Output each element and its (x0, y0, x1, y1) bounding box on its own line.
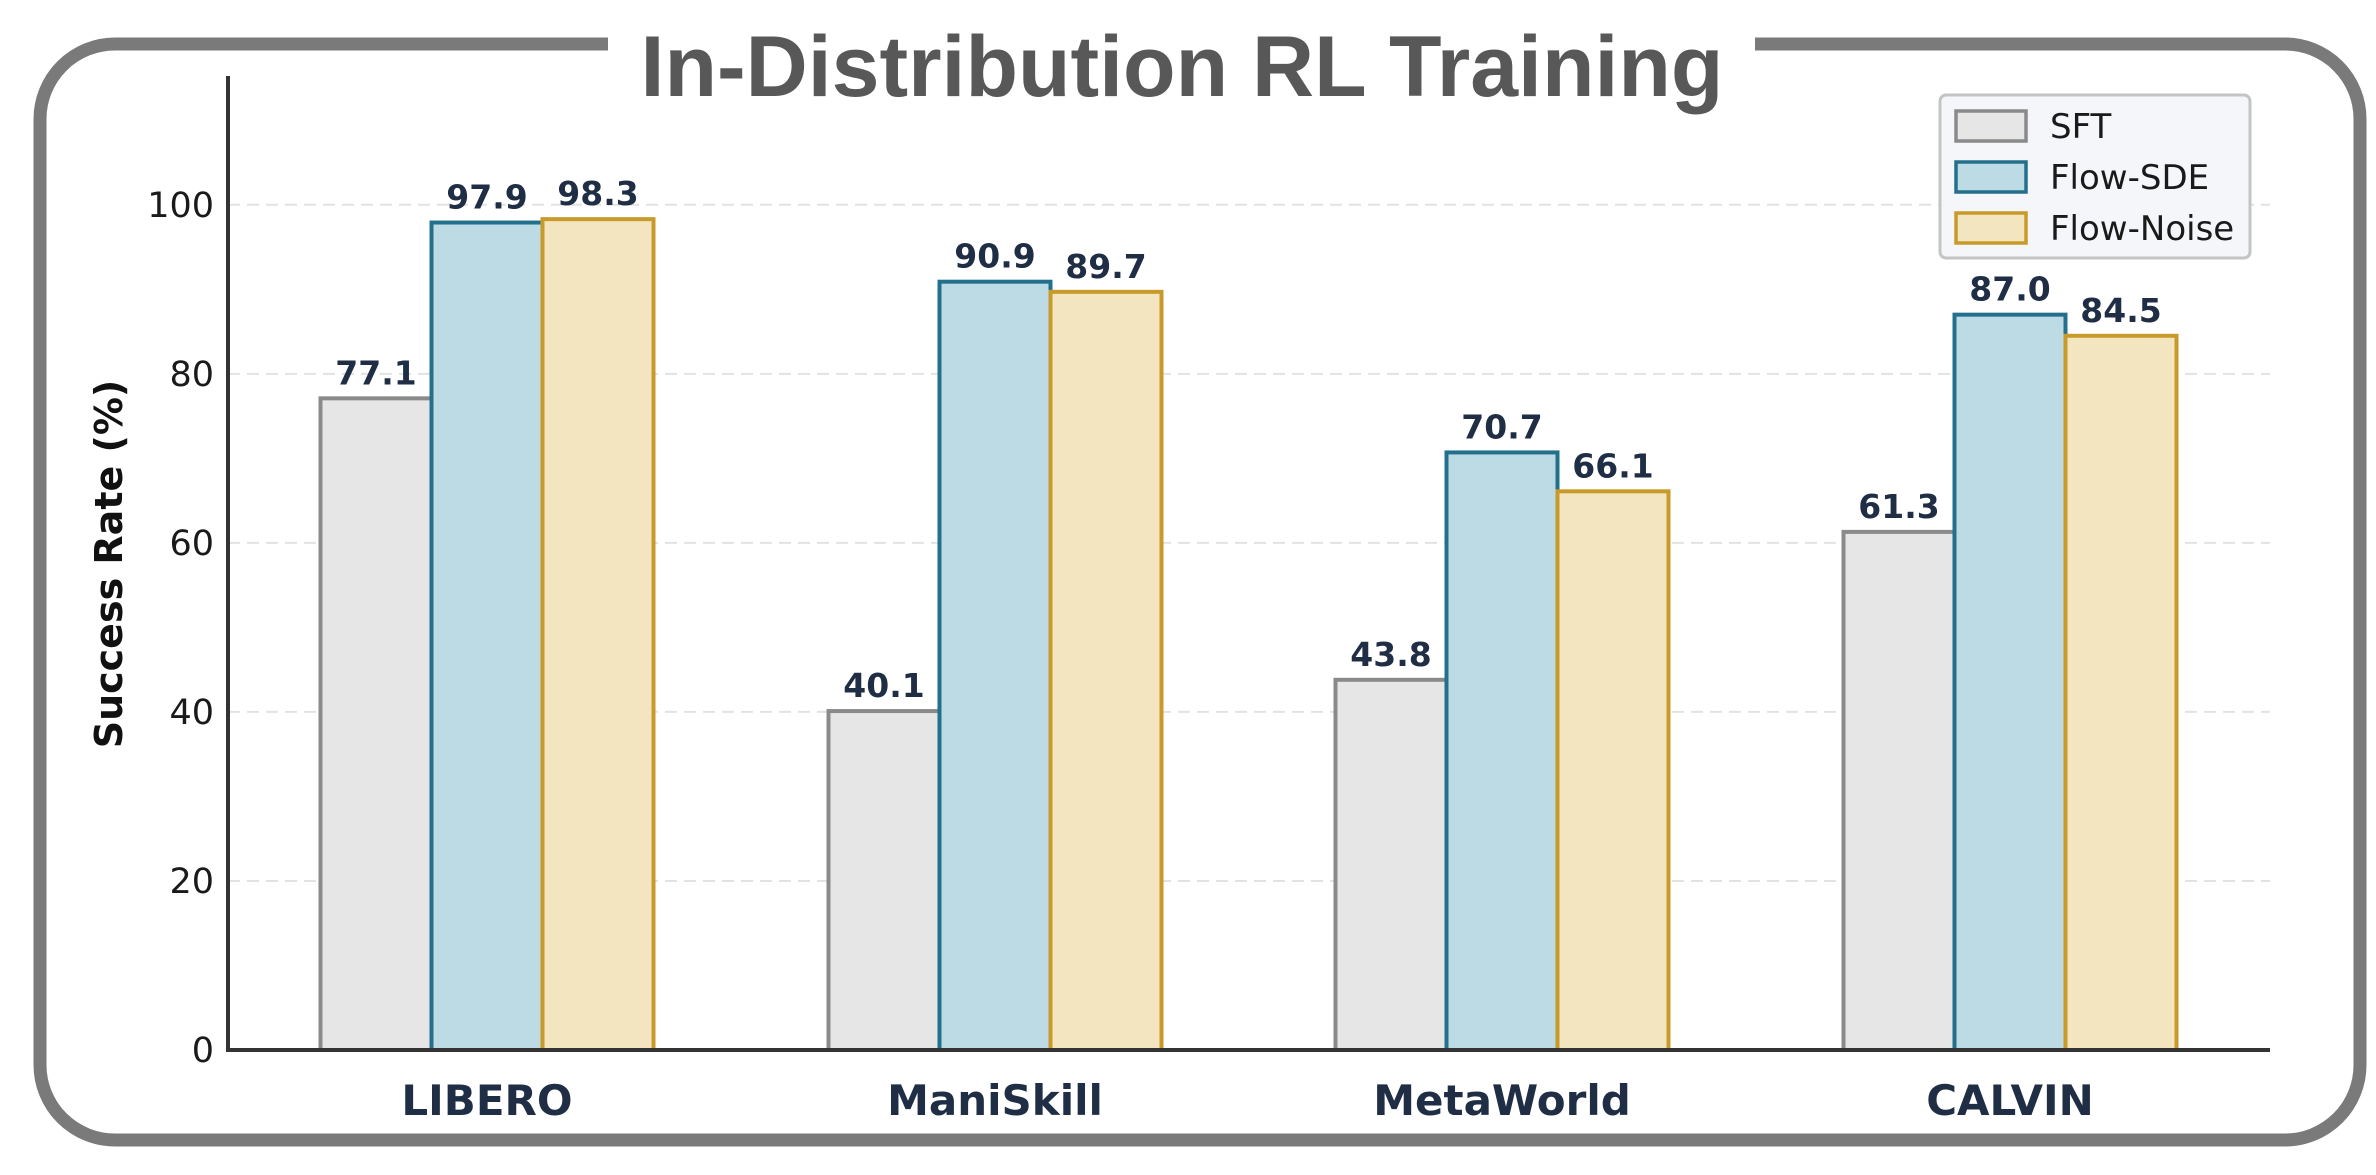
bar-value-label: 98.3 (557, 174, 638, 213)
legend-label: Flow-SDE (2050, 158, 2209, 198)
bar-flow-noise-calvin (2063, 333, 2179, 1052)
bar-value-label: 77.1 (335, 353, 416, 392)
x-category-label: CALVIN (1926, 1076, 2094, 1125)
x-category-label: MetaWorld (1373, 1076, 1631, 1125)
bar-flow-sde-metaworld (1444, 450, 1560, 1053)
bar-value-label: 89.7 (1065, 247, 1146, 286)
bar-value-label: 61.3 (1858, 487, 1939, 526)
bar-sft-maniskill (826, 709, 942, 1052)
y-tick-label: 0 (192, 1031, 214, 1071)
bar-value-label: 43.8 (1350, 635, 1431, 674)
bar-value-label: 84.5 (2080, 291, 2161, 330)
bar-sft-metaworld (1333, 677, 1449, 1053)
y-tick-label: 60 (169, 524, 214, 564)
bar-value-label: 90.9 (954, 237, 1035, 276)
y-axis-label: Success Rate (%) (87, 380, 131, 749)
y-tick-label: 80 (169, 355, 214, 395)
bar-sft-libero (318, 396, 434, 1052)
bar-value-label: 97.9 (446, 178, 527, 217)
chart-frame (33, 37, 2367, 1147)
x-category-label: LIBERO (401, 1076, 572, 1125)
legend-label: Flow-Noise (2050, 209, 2234, 249)
bar-value-label: 87.0 (1969, 270, 2050, 309)
x-category-label: ManiSkill (887, 1076, 1103, 1125)
legend-swatch-flow-noise (1954, 211, 2028, 245)
y-tick-label: 40 (169, 693, 214, 733)
bar-flow-noise-metaworld (1555, 489, 1671, 1053)
bar-value-label: 70.7 (1461, 407, 1542, 446)
bar-value-label: 66.1 (1572, 446, 1653, 485)
bar-flow-noise-maniskill (1048, 289, 1164, 1052)
bar-flow-sde-calvin (1952, 312, 2068, 1052)
bar-flow-noise-libero (540, 217, 656, 1052)
legend-swatch-flow-sde (1954, 160, 2028, 194)
bar-sft-calvin (1841, 529, 1957, 1052)
bar-value-label: 40.1 (843, 666, 924, 705)
legend-swatch-sft (1954, 109, 2028, 143)
bar-flow-sde-maniskill (937, 279, 1053, 1052)
y-tick-label: 100 (147, 186, 214, 226)
bar-flow-sde-libero (429, 220, 545, 1053)
y-tick-label: 20 (169, 862, 214, 902)
chart-title: In-Distribution RL Training (641, 19, 1724, 115)
legend-label: SFT (2050, 107, 2112, 147)
